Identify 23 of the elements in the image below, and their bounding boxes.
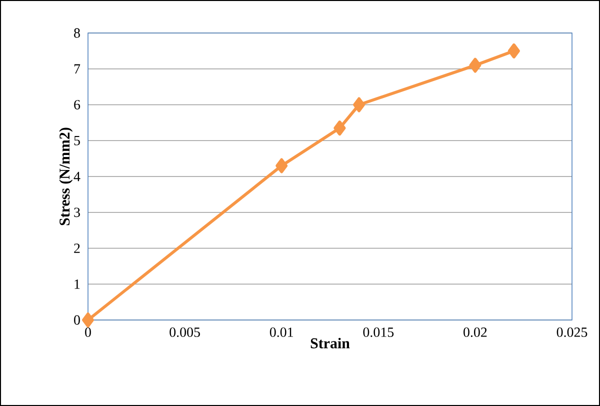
- x-axis-title: Strain: [310, 338, 350, 348]
- y-tick-label: 5: [74, 136, 80, 146]
- point: [353, 97, 366, 112]
- point: [82, 312, 94, 328]
- x-tick-label: 0.005: [170, 328, 200, 337]
- point: [334, 120, 346, 136]
- y-tick-label: 8: [74, 28, 80, 38]
- y-tick-label: 2: [74, 244, 80, 253]
- point: [276, 158, 288, 174]
- point: [469, 58, 482, 73]
- x-tick-label: 0.01: [270, 328, 293, 337]
- y-tick-label: 7: [74, 64, 80, 74]
- point: [508, 43, 520, 58]
- x-tick-label: 0.02: [464, 328, 487, 337]
- y-axis-title: Stress (N/mm2): [59, 128, 73, 226]
- y-tick-label: 6: [74, 100, 80, 110]
- x-tick-label: 0.015: [363, 328, 394, 337]
- x-tick-label: 0: [85, 328, 91, 337]
- y-tick-label: 1: [74, 280, 80, 289]
- y-tick-label: 4: [74, 172, 80, 182]
- x-tick-label: 0.025: [556, 328, 588, 337]
- y-tick-label: 0: [74, 315, 80, 325]
- y-tick-label: 3: [74, 208, 80, 218]
